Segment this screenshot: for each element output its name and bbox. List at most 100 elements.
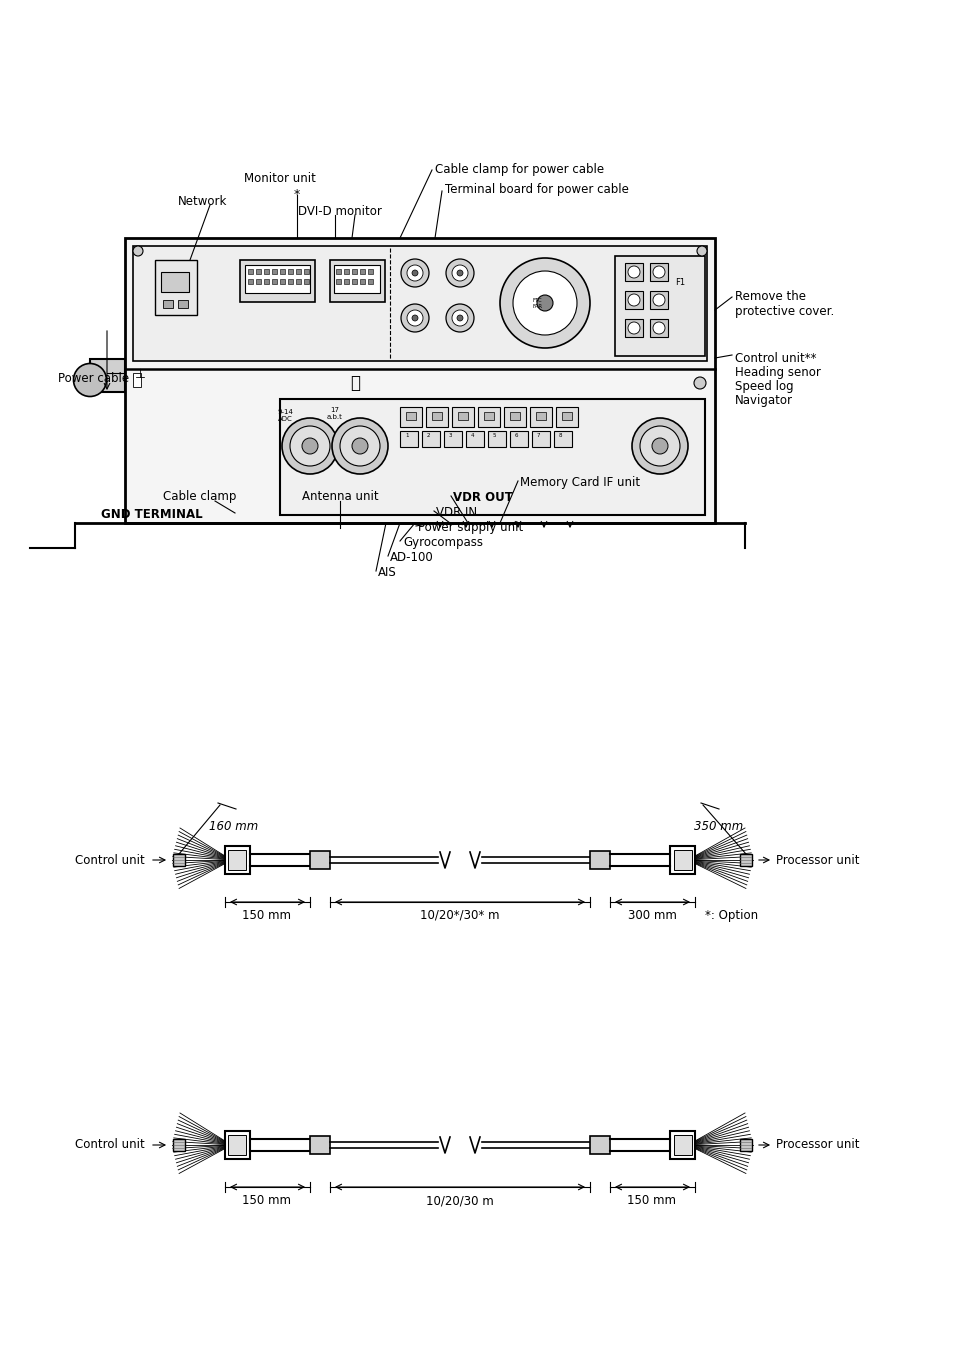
Text: Power supply unit: Power supply unit xyxy=(417,521,522,535)
Circle shape xyxy=(332,418,388,474)
Bar xyxy=(624,263,642,281)
Text: ⚿: ⚿ xyxy=(350,374,359,392)
Circle shape xyxy=(339,427,379,466)
Text: Speed log: Speed log xyxy=(734,379,793,393)
Text: Remove the
protective cover.: Remove the protective cover. xyxy=(734,290,833,319)
Circle shape xyxy=(639,427,679,466)
Circle shape xyxy=(693,377,705,389)
Bar xyxy=(483,412,494,420)
Bar xyxy=(530,406,552,427)
Bar xyxy=(536,412,545,420)
Text: Heading senor: Heading senor xyxy=(734,366,820,379)
Text: 3: 3 xyxy=(449,433,452,437)
Bar xyxy=(163,300,172,308)
Text: 8: 8 xyxy=(558,433,562,437)
Text: Power cable: Power cable xyxy=(58,373,129,385)
Text: Control unit: Control unit xyxy=(75,1138,145,1152)
Text: 150 mm: 150 mm xyxy=(627,1193,676,1207)
Text: Gyrocompass: Gyrocompass xyxy=(402,536,482,549)
Text: FTC
FAR: FTC FAR xyxy=(533,298,542,309)
Bar xyxy=(304,279,309,284)
Circle shape xyxy=(499,258,589,348)
Circle shape xyxy=(352,437,368,454)
Bar xyxy=(334,265,379,293)
Bar xyxy=(503,406,525,427)
Bar xyxy=(248,279,253,284)
Text: VDR IN: VDR IN xyxy=(436,506,476,518)
Bar xyxy=(344,269,349,274)
Bar xyxy=(272,279,276,284)
Bar xyxy=(310,1135,330,1154)
Bar xyxy=(649,292,667,309)
Bar xyxy=(532,431,550,447)
Bar xyxy=(359,269,365,274)
Circle shape xyxy=(627,294,639,306)
Bar xyxy=(510,412,519,420)
Bar xyxy=(649,319,667,338)
Text: Processor unit: Processor unit xyxy=(775,853,859,867)
Circle shape xyxy=(412,315,417,321)
Circle shape xyxy=(452,310,468,325)
Bar xyxy=(178,300,188,308)
Text: 10/20/30 m: 10/20/30 m xyxy=(426,1193,494,1207)
Circle shape xyxy=(412,270,417,275)
Text: 4: 4 xyxy=(471,433,474,437)
Bar xyxy=(554,431,572,447)
Bar xyxy=(125,238,714,522)
Bar xyxy=(673,1135,691,1156)
Circle shape xyxy=(627,323,639,333)
Text: 10/20*/30* m: 10/20*/30* m xyxy=(420,909,499,922)
Bar xyxy=(510,431,527,447)
Circle shape xyxy=(407,265,422,281)
Bar xyxy=(669,846,695,873)
Bar xyxy=(740,855,751,865)
Text: *: * xyxy=(294,188,300,201)
Bar xyxy=(264,279,269,284)
Bar xyxy=(90,359,125,392)
Bar xyxy=(465,431,483,447)
Bar xyxy=(225,1131,250,1160)
Bar xyxy=(272,269,276,274)
Circle shape xyxy=(652,294,664,306)
Circle shape xyxy=(652,323,664,333)
Circle shape xyxy=(631,418,687,474)
Bar xyxy=(432,412,441,420)
Bar xyxy=(161,271,189,292)
Bar xyxy=(330,261,385,302)
Circle shape xyxy=(132,246,143,256)
Circle shape xyxy=(73,363,107,397)
Text: 7: 7 xyxy=(537,433,540,437)
Text: 9-14
ADC: 9-14 ADC xyxy=(276,409,293,423)
Circle shape xyxy=(627,266,639,278)
Bar xyxy=(352,279,356,284)
Circle shape xyxy=(652,266,664,278)
Text: F1: F1 xyxy=(675,278,684,288)
Text: Antenna unit: Antenna unit xyxy=(301,490,378,504)
Text: Processor unit: Processor unit xyxy=(775,1138,859,1152)
Bar xyxy=(352,269,356,274)
Bar xyxy=(172,855,185,865)
Bar xyxy=(288,279,293,284)
Text: AD-100: AD-100 xyxy=(390,551,434,564)
Bar xyxy=(304,269,309,274)
Bar xyxy=(280,269,285,274)
Bar xyxy=(335,269,340,274)
Bar xyxy=(172,1139,185,1152)
Circle shape xyxy=(446,304,474,332)
Text: Monitor unit: Monitor unit xyxy=(244,171,315,185)
Bar xyxy=(615,256,704,356)
Bar xyxy=(295,279,301,284)
Bar xyxy=(556,406,578,427)
Circle shape xyxy=(513,271,577,335)
Bar xyxy=(132,373,141,387)
Bar xyxy=(443,431,461,447)
Text: ⊥: ⊥ xyxy=(134,367,145,381)
Circle shape xyxy=(697,246,706,256)
Bar xyxy=(673,850,691,869)
Bar xyxy=(228,1135,246,1156)
Bar xyxy=(624,292,642,309)
Bar xyxy=(399,406,421,427)
Text: 160 mm: 160 mm xyxy=(209,821,258,833)
Bar xyxy=(421,431,439,447)
Text: VDR OUT: VDR OUT xyxy=(453,491,513,504)
